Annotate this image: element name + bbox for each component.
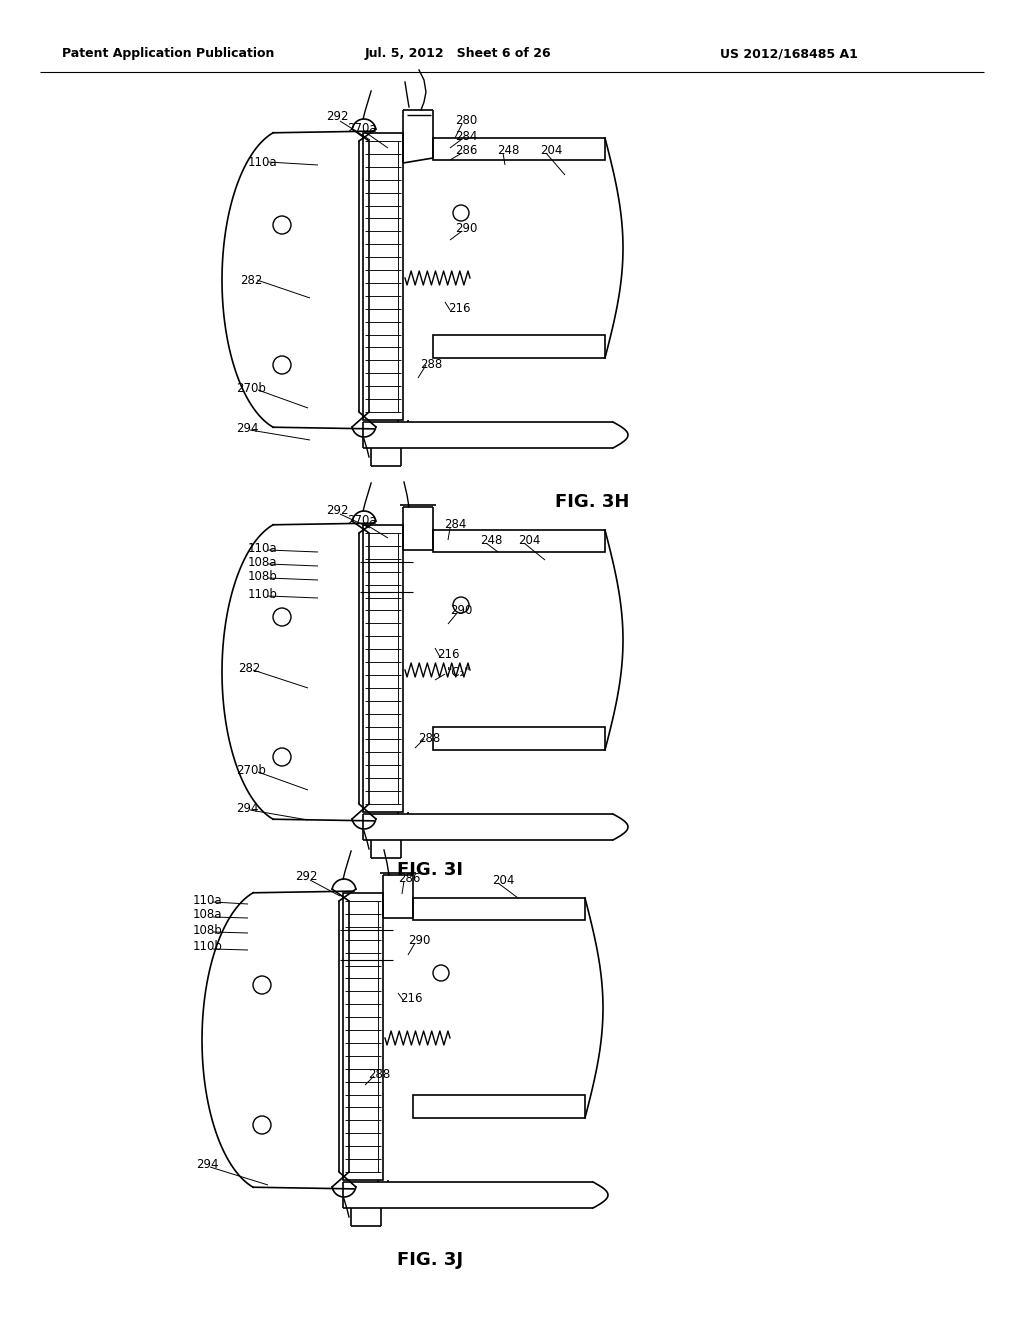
Bar: [433, 727, 605, 750]
Text: 284: 284: [444, 519, 466, 532]
Text: 282: 282: [240, 273, 262, 286]
Bar: [433, 139, 605, 160]
Text: 288: 288: [418, 731, 440, 744]
Text: 108a: 108a: [193, 908, 222, 921]
Text: 110b: 110b: [248, 587, 278, 601]
Text: 216: 216: [449, 301, 470, 314]
Text: 290: 290: [450, 603, 472, 616]
Text: 286: 286: [455, 144, 477, 157]
Text: FIG. 3I: FIG. 3I: [397, 861, 463, 879]
Text: 290: 290: [408, 933, 430, 946]
Text: 204: 204: [492, 874, 514, 887]
Text: 270a: 270a: [347, 513, 377, 527]
Text: Jul. 5, 2012   Sheet 6 of 26: Jul. 5, 2012 Sheet 6 of 26: [365, 48, 552, 61]
Text: 290: 290: [455, 222, 477, 235]
Text: 216: 216: [400, 991, 423, 1005]
Text: 216: 216: [437, 648, 460, 661]
Bar: [362, 133, 403, 420]
Text: 248: 248: [497, 144, 519, 157]
Bar: [413, 1096, 585, 1118]
Text: 204: 204: [518, 533, 541, 546]
Text: 292: 292: [326, 111, 348, 124]
Bar: [433, 531, 605, 552]
Text: 108a: 108a: [248, 556, 278, 569]
Text: FIG. 3J: FIG. 3J: [397, 1251, 463, 1269]
Text: 294: 294: [236, 421, 258, 434]
Text: 292: 292: [326, 503, 348, 516]
Text: 288: 288: [368, 1068, 390, 1081]
Text: FIG. 3H: FIG. 3H: [555, 492, 630, 511]
Bar: [362, 525, 403, 812]
Text: 108b: 108b: [248, 569, 278, 582]
Text: 110a: 110a: [248, 541, 278, 554]
Text: US 2012/168485 A1: US 2012/168485 A1: [720, 48, 858, 61]
Text: 270b: 270b: [236, 763, 266, 776]
Bar: [413, 898, 585, 920]
Bar: [433, 335, 605, 358]
Text: 110b: 110b: [193, 940, 223, 953]
Text: 294: 294: [236, 801, 258, 814]
Bar: [343, 894, 383, 1180]
Text: 248: 248: [480, 533, 503, 546]
Text: 204: 204: [540, 144, 562, 157]
Text: 280: 280: [455, 114, 477, 127]
Text: 292: 292: [295, 870, 317, 883]
Text: 288: 288: [420, 359, 442, 371]
Text: 294: 294: [196, 1159, 218, 1172]
Text: 282: 282: [238, 661, 260, 675]
Text: "C₂": "C₂": [447, 665, 471, 678]
Text: 270b: 270b: [236, 381, 266, 395]
Text: 108b: 108b: [193, 924, 223, 936]
Text: 110a: 110a: [193, 894, 222, 907]
Text: 286: 286: [398, 871, 421, 884]
Text: 284: 284: [455, 129, 477, 143]
Text: Patent Application Publication: Patent Application Publication: [62, 48, 274, 61]
Text: 110a: 110a: [248, 156, 278, 169]
Text: 270a: 270a: [347, 121, 377, 135]
